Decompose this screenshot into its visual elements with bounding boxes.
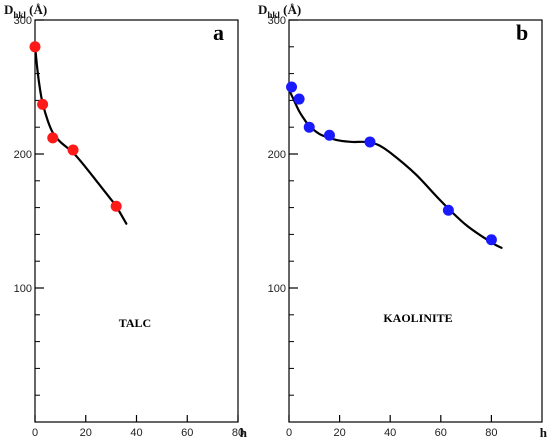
- x-axis-title: h: [240, 425, 248, 440]
- x-tick-label: 20: [80, 427, 92, 439]
- x-axis-title: h: [540, 425, 548, 440]
- data-point: [110, 200, 122, 212]
- data-point: [303, 121, 315, 133]
- x-tick-label: 40: [130, 427, 142, 439]
- fit-curve: [33, 44, 128, 225]
- y-tick-label: 200: [14, 149, 32, 161]
- panel-letter: a: [213, 20, 224, 45]
- x-tick-label: 0: [286, 427, 292, 439]
- data-point: [485, 234, 497, 246]
- y-tick-label: 200: [268, 149, 286, 161]
- panel-letter: b: [516, 20, 528, 45]
- plot-frame: [34, 19, 239, 423]
- data-point: [286, 81, 298, 93]
- x-tick-label: 60: [181, 427, 193, 439]
- panel-a: 100 200 300 0 20 40 60 80 Dhkl (Å) h a TALC: [4, 2, 248, 440]
- y-tick-label: 100: [14, 283, 32, 295]
- data-point: [293, 93, 305, 105]
- x-tick-label: 40: [384, 427, 396, 439]
- data-point: [37, 98, 49, 110]
- y-tick-label: 300: [268, 15, 286, 27]
- y-tick-label: 100: [268, 283, 286, 295]
- data-point: [47, 132, 59, 144]
- y-tick-label: 300: [14, 15, 32, 27]
- panel-b: 100 200 300 0 20 40 60 80 Dhkl (Å) h b KAOLINITE: [258, 2, 548, 440]
- y-axis-title: Dhkl (Å): [4, 2, 47, 20]
- data-point: [29, 41, 41, 53]
- x-tick-label: 0: [32, 427, 38, 439]
- x-tick-label: 60: [435, 427, 447, 439]
- sample-annotation: TALC: [119, 316, 151, 330]
- data-point: [67, 144, 79, 156]
- plot-frame: [288, 19, 543, 423]
- x-tick-label: 80: [485, 427, 497, 439]
- data-point: [442, 204, 454, 216]
- x-tick-label: 20: [333, 427, 345, 439]
- data-point: [364, 136, 376, 148]
- data-point: [323, 129, 335, 141]
- y-axis-title: Dhkl (Å): [258, 2, 301, 20]
- sample-annotation: KAOLINITE: [383, 311, 452, 325]
- x-tick-label: 80: [232, 427, 244, 439]
- fit-curve: [287, 88, 503, 249]
